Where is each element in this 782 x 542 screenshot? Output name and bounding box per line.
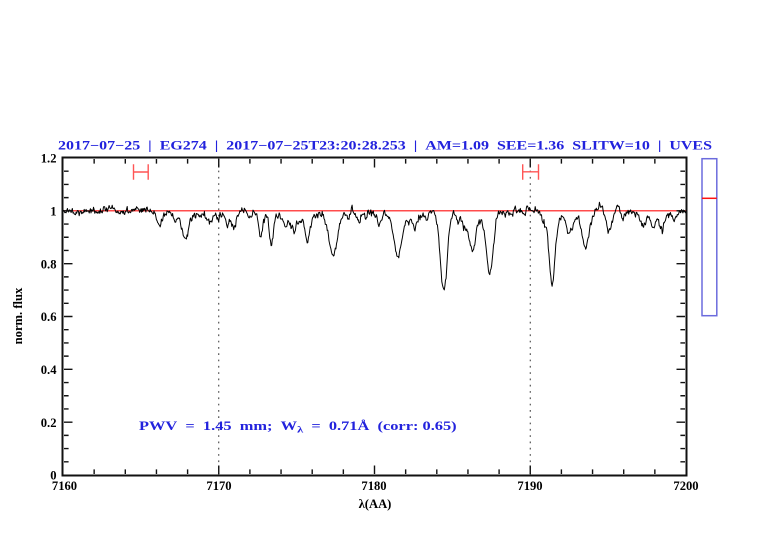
- svg-text:PWV = 1.45 mm; Wλ = 0.71: PWV = 1.45 mm; Wλ = 0.71Å (corr: 0.65): [139, 419, 457, 434]
- svg-text:1.2: 1.2: [41, 152, 57, 166]
- svg-text:7180: 7180: [361, 479, 386, 493]
- svg-text:0.2: 0.2: [41, 416, 57, 430]
- svg-text:7200: 7200: [673, 479, 698, 493]
- svg-text:7160: 7160: [52, 479, 77, 493]
- svg-text:0.4: 0.4: [41, 363, 57, 377]
- svg-text:norm. flux: norm. flux: [11, 287, 25, 344]
- svg-text:1: 1: [50, 205, 56, 219]
- svg-text:0.6: 0.6: [41, 310, 57, 324]
- svg-text:0.8: 0.8: [41, 257, 57, 271]
- svg-text:0: 0: [50, 469, 56, 483]
- svg-text:λ(AA): λ(AA): [359, 497, 392, 511]
- svg-text:7170: 7170: [206, 479, 231, 493]
- svg-text:2017−07−25 | EG274 | 2017−: 2017−07−25 | EG274 | 2017−07−25T23:20:28…: [58, 139, 712, 153]
- svg-text:7190: 7190: [517, 479, 542, 493]
